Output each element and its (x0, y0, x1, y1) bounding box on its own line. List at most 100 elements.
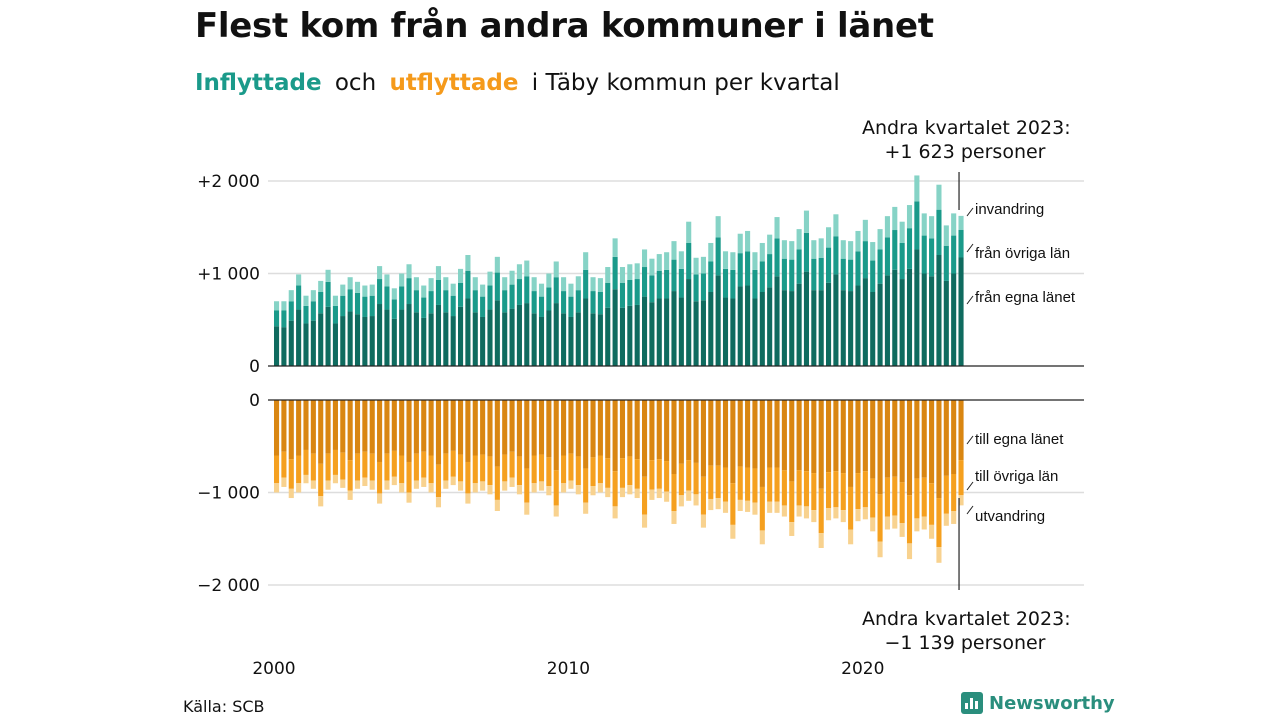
bar-in-invandring (796, 229, 802, 250)
bar-out-egna (951, 400, 957, 474)
bar-in-egna (531, 313, 537, 366)
bar-in-ovriga (553, 277, 559, 304)
bar-out-ovriga (274, 455, 280, 484)
bar-in-invandring (472, 277, 478, 291)
bar-out-ovriga (421, 451, 427, 478)
bar-in-egna (575, 312, 581, 366)
bar-in-ovriga (487, 285, 493, 310)
bar-in-egna (553, 303, 559, 366)
bar-out-egna (288, 400, 294, 460)
bar-in-ovriga (678, 268, 684, 298)
brand-logo: Newsworthy (961, 692, 1115, 714)
bar-in-invandring (538, 283, 545, 297)
bar-out-utvandring (781, 505, 787, 517)
bar-in-egna (399, 309, 405, 366)
bar-out-utvandring (568, 480, 574, 489)
bar-in-ovriga (892, 230, 898, 270)
bar-out-ovriga (561, 455, 567, 484)
bar-in-ovriga (340, 295, 346, 317)
bar-out-utvandring (884, 516, 890, 530)
bar-in-egna (892, 269, 898, 366)
bar-in-egna (884, 275, 890, 366)
bar-in-ovriga (303, 305, 309, 324)
bar-in-egna (413, 312, 419, 366)
bar-in-ovriga (833, 236, 839, 275)
bar-out-egna (450, 400, 456, 451)
bar-in-ovriga (458, 282, 464, 307)
bar-in-ovriga (811, 258, 817, 291)
bar-in-egna (406, 304, 412, 366)
end-label-top: invandring (975, 201, 1044, 218)
bar-in-invandring (936, 184, 942, 210)
bar-in-invandring (347, 277, 353, 290)
bar-in-invandring (377, 266, 383, 280)
bar-out-egna (465, 400, 471, 462)
bar-out-utvandring (369, 480, 375, 490)
bar-in-ovriga (384, 286, 390, 310)
bar-in-egna (516, 304, 522, 366)
bar-in-ovriga (708, 261, 714, 292)
bar-out-egna (877, 400, 883, 495)
bar-out-utvandring (642, 514, 648, 528)
bar-out-ovriga (472, 455, 478, 484)
x-tick-label: 2020 (841, 659, 884, 679)
bar-out-egna (421, 400, 427, 452)
bar-in-egna (936, 255, 942, 366)
bar-out-ovriga (899, 482, 905, 524)
bar-out-utvandring (362, 477, 368, 487)
bar-out-utvandring (811, 510, 817, 523)
x-tick-label: 2000 (252, 659, 295, 679)
end-label-connector (966, 207, 974, 217)
bar-out-utvandring (303, 474, 309, 484)
bar-out-ovriga (715, 465, 721, 499)
bar-in-ovriga (524, 276, 530, 304)
bar-out-egna (332, 400, 338, 450)
bar-in-ovriga (642, 267, 648, 297)
bar-in-invandring (767, 234, 773, 255)
bar-in-invandring (686, 221, 692, 243)
bar-out-utvandring (826, 508, 832, 521)
bar-out-egna (634, 400, 640, 460)
bar-out-ovriga (458, 454, 464, 482)
bar-in-ovriga (870, 260, 876, 292)
bar-out-egna (531, 400, 537, 456)
bar-in-invandring (906, 205, 913, 229)
bar-out-egna (789, 400, 795, 482)
bar-out-egna (943, 400, 949, 476)
bar-in-invandring (458, 268, 464, 283)
bar-in-ovriga (296, 285, 302, 310)
bar-in-egna (708, 292, 714, 366)
bar-out-utvandring (494, 499, 500, 511)
bar-out-ovriga (649, 460, 655, 490)
bar-in-ovriga (354, 292, 361, 315)
bar-out-egna (884, 400, 890, 478)
bar-in-ovriga (789, 259, 795, 292)
bar-in-invandring (531, 277, 537, 292)
bar-in-ovriga (538, 296, 545, 317)
bar-in-ovriga (516, 279, 522, 305)
bar-out-ovriga (391, 450, 397, 477)
bar-in-egna (524, 303, 530, 366)
bar-out-ovriga (730, 483, 736, 525)
bar-in-invandring (325, 269, 331, 282)
callout-top: Andra kvartalet 2023: +1 623 personer (862, 116, 1071, 164)
bar-in-egna (745, 285, 751, 366)
bar-in-egna (274, 326, 280, 366)
bar-out-ovriga (686, 460, 692, 491)
bar-in-ovriga (575, 290, 581, 313)
bar-in-egna (840, 290, 846, 366)
end-label-bottom: till egna länet (975, 431, 1064, 448)
bar-out-ovriga (789, 481, 795, 523)
bar-out-egna (487, 400, 493, 457)
bar-out-ovriga (369, 453, 375, 481)
bar-out-ovriga (627, 456, 633, 486)
bar-out-utvandring (767, 501, 773, 513)
bar-out-ovriga (678, 463, 684, 496)
x-tick-label: 2010 (547, 659, 590, 679)
bar-out-egna (671, 400, 677, 474)
bar-in-egna (781, 290, 787, 366)
bar-out-egna (369, 400, 375, 454)
bar-out-utvandring (413, 480, 419, 489)
bar-out-egna (384, 400, 390, 454)
bar-in-ovriga (914, 201, 920, 250)
